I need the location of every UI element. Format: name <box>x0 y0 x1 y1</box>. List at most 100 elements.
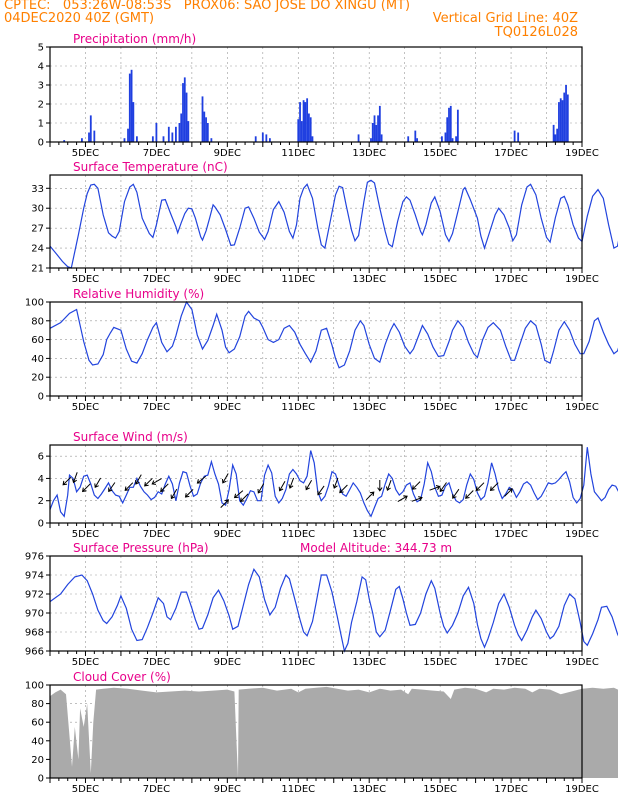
pressure-ytick-label: 976 <box>25 552 44 563</box>
cloud-ytick-label: 0 <box>38 774 44 785</box>
wind-arrow <box>144 477 153 487</box>
precipitation-ytick-label: 2 <box>38 100 44 111</box>
pressure-xtick-label: 15DEC <box>423 657 457 668</box>
wind-arrow <box>411 496 423 502</box>
precip-bar <box>306 98 309 142</box>
pressure-ytick-label: 970 <box>25 609 44 620</box>
precip-bar <box>130 69 133 142</box>
wind-title: Surface Wind (m/s) <box>73 430 188 444</box>
wind-arrow <box>62 476 72 486</box>
precip-bar <box>563 92 566 142</box>
temperature-plot-area <box>50 175 582 268</box>
precipitation-xtick-label: 7DEC <box>143 148 170 159</box>
precip-bar <box>559 98 562 142</box>
pressure-xtick-label: 7DEC <box>143 657 170 668</box>
pressure-title: Surface Pressure (hPa) <box>73 541 209 555</box>
precip-bar <box>88 132 90 142</box>
temperature-xtick-label: 15DEC <box>423 274 457 285</box>
pressure-ytick-label: 968 <box>25 628 44 639</box>
temperature-series-line <box>49 179 618 269</box>
wind-arrow <box>124 482 134 492</box>
cloud-xtick-label: 11DEC <box>281 784 315 795</box>
temperature-xtick-label: 5DEC <box>72 274 99 285</box>
cloud-xtick-label: 9DEC <box>214 784 241 795</box>
precip-bar <box>210 138 213 142</box>
wind-arrow <box>239 493 249 503</box>
precipitation-xtick-label: 15DEC <box>423 148 457 159</box>
precip-bar <box>513 130 516 142</box>
precip-bar <box>565 85 567 142</box>
precip-bar <box>127 128 129 142</box>
precip-bar <box>373 115 376 142</box>
humidity-ytick-label: 0 <box>38 392 44 403</box>
precipitation-xtick-label: 5DEC <box>72 148 99 159</box>
precip-bar <box>203 111 206 142</box>
temperature-ytick-label: 27 <box>31 224 44 235</box>
precip-bar <box>128 73 131 142</box>
precip-bar <box>183 77 186 142</box>
wind-series-line <box>49 447 618 518</box>
wind-ytick-label: 0 <box>38 519 44 530</box>
humidity-ytick-label: 60 <box>31 335 44 346</box>
cloud-xtick-label: 7DEC <box>143 784 170 795</box>
precip-bar <box>561 100 564 142</box>
precip-bar <box>302 100 305 142</box>
temperature-ytick-label: 21 <box>31 264 44 275</box>
temperature-xtick-label: 11DEC <box>281 274 315 285</box>
precip-bar <box>93 130 96 142</box>
wind-arrow <box>94 477 102 489</box>
precip-bar <box>132 102 135 142</box>
precip-bar <box>201 96 204 142</box>
temperature-xtick-label: 17DEC <box>494 274 528 285</box>
humidity-xtick-label: 9DEC <box>214 402 241 413</box>
temperature-ytick-label: 33 <box>31 184 44 195</box>
precip-bar <box>265 134 268 142</box>
cloud-title: Cloud Cover (%) <box>73 670 171 684</box>
cloud-xtick-label: 17DEC <box>494 784 528 795</box>
wind-arrow <box>278 481 286 492</box>
precip-bar <box>371 123 374 142</box>
precip-bar <box>446 117 449 142</box>
humidity-title: Relative Humidity (%) <box>73 287 204 301</box>
wind-arrow <box>385 479 392 492</box>
wind-arrow <box>317 485 325 496</box>
precipitation-title: Precipitation (mm/h) <box>73 32 196 46</box>
precip-bar <box>456 109 459 142</box>
precip-bar <box>416 138 418 142</box>
cloud-xtick-label: 19DEC <box>565 784 599 795</box>
vertical-grid-label: Vertical Grid Line: 40Z <box>432 11 578 26</box>
model-altitude: Model Altitude: 344.73 m <box>300 541 452 555</box>
wind-arrow <box>196 475 207 484</box>
wind-xtick-label: 19DEC <box>565 529 599 540</box>
station-header: CPTEC: 053:26W-08:53S PROX06: SAO JOSE D… <box>4 0 411 13</box>
wind-xtick-label: 15DEC <box>423 529 457 540</box>
wind-arrow <box>339 484 348 494</box>
wind-arrow <box>170 488 178 500</box>
temperature-xtick-label: 19DEC <box>565 274 599 285</box>
precip-bar <box>175 126 177 142</box>
temperature-title: Surface Temperature (nC) <box>73 160 228 174</box>
precipitation-xtick-label: 9DEC <box>214 148 241 159</box>
wind-arrow <box>160 483 169 493</box>
precipitation-xtick-label: 19DEC <box>565 148 599 159</box>
precipitation-xtick-label: 17DEC <box>494 148 528 159</box>
precip-bar <box>375 124 378 142</box>
wind-arrow <box>81 483 91 493</box>
precipitation-ytick-label: 5 <box>38 43 44 54</box>
temperature-ytick-label: 24 <box>31 244 44 255</box>
precip-bar <box>558 102 560 142</box>
pressure-xtick-label: 9DEC <box>214 657 241 668</box>
wind-arrow <box>465 490 474 499</box>
precip-bar <box>123 138 126 142</box>
precip-bar <box>182 83 184 142</box>
wind-arrow <box>504 488 513 497</box>
cloud-ytick-label: 80 <box>31 699 44 710</box>
humidity-series-line <box>49 300 618 369</box>
humidity-ytick-label: 20 <box>31 373 44 384</box>
humidity-xtick-label: 11DEC <box>281 402 315 413</box>
precip-bar <box>556 128 559 142</box>
precip-bar <box>309 117 312 142</box>
wind-arrow <box>222 473 229 484</box>
precip-bar <box>268 138 271 142</box>
